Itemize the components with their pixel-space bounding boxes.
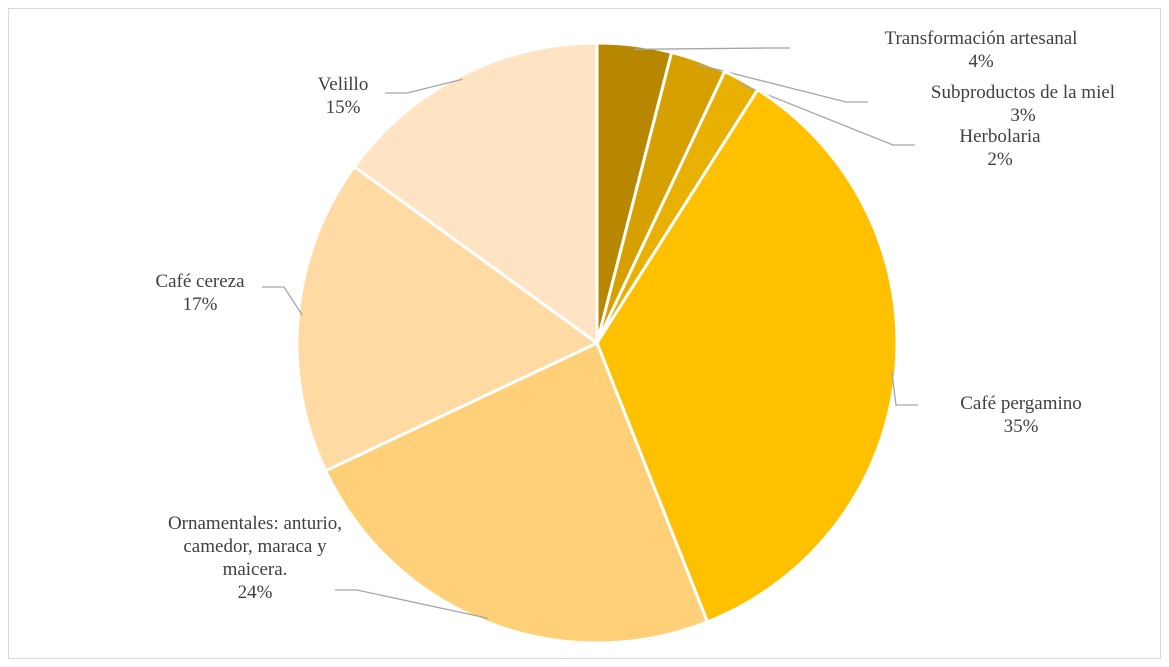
leader-line [262,286,303,316]
pie-slice [295,164,600,473]
leader-line [891,370,918,406]
data-label: Café cereza 17% [80,270,320,316]
data-label: Herbolaria 2% [880,125,1120,171]
leader-line [634,47,790,50]
category-label: Ornamentales: anturio, camedor, maraca y… [167,513,343,580]
pie-slice [323,340,710,645]
category-label: Herbolaria [959,126,1041,147]
leader-line [697,63,868,103]
value-label: 24% [237,582,273,603]
leader-line [385,78,463,94]
value-label: 2% [987,149,1013,170]
leader-line [335,589,489,619]
data-label: Café pergamino 35% [901,392,1141,438]
value-label: 15% [325,97,361,118]
pie-slice [595,87,899,624]
data-label: Subproductos de la miel 3% [903,81,1143,127]
category-label: Café cereza [155,271,245,292]
category-label: Velillo [317,74,369,95]
value-label: 3% [1010,105,1036,126]
value-label: 35% [1003,416,1039,437]
category-label: Subproductos de la miel [930,82,1116,103]
data-label: Velillo 15% [223,73,463,119]
data-label: Transformación artesanal 4% [861,27,1101,73]
value-label: 4% [968,51,994,72]
pie-slice [352,41,599,346]
category-label: Transformación artesanal [884,28,1078,49]
value-label: 17% [182,294,218,315]
data-label: Ornamentales: anturio, camedor, maraca y… [160,512,350,604]
leader-line [739,83,915,146]
category-label: Café pergamino [960,393,1082,414]
